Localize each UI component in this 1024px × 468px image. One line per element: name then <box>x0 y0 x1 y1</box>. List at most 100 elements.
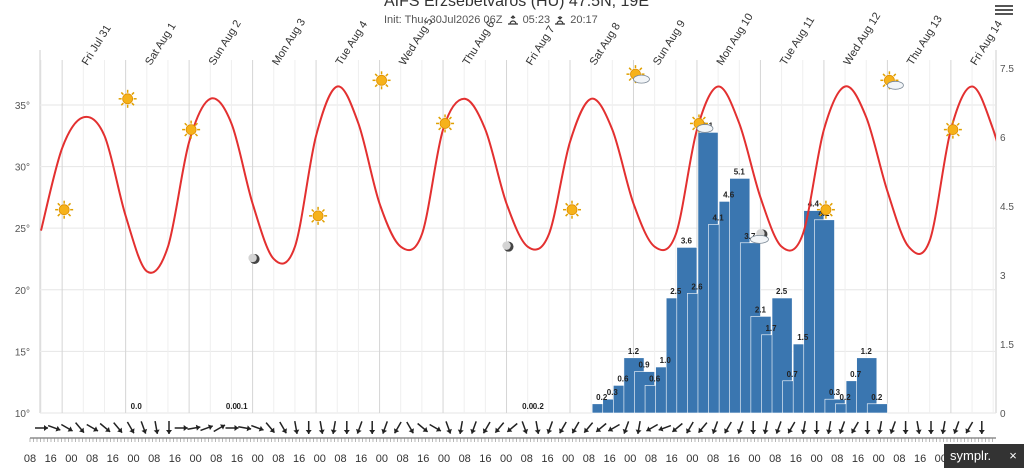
x-tick-label: 16 <box>479 453 491 465</box>
sun-ray <box>692 116 696 120</box>
wind-arrow <box>417 422 429 433</box>
wind-arrow <box>838 421 846 434</box>
x-tick-label: 08 <box>707 453 719 465</box>
wind-head <box>915 429 922 434</box>
precip-label: 0.9 <box>638 361 650 370</box>
wind-arrow <box>686 421 694 434</box>
sun-ray <box>945 122 950 126</box>
wind-head <box>318 429 325 434</box>
day-label: Sat Aug 1 <box>143 21 178 68</box>
precip-label: 0.3 <box>829 388 841 397</box>
x-tick-label: 16 <box>107 453 119 465</box>
wind-head <box>534 429 541 434</box>
wind-arrow <box>174 425 188 431</box>
wind-arrow <box>775 421 782 434</box>
sun-ray <box>385 73 389 77</box>
sun-ray <box>945 133 950 137</box>
wind-head <box>166 430 172 434</box>
sun-weather-icon <box>563 200 581 219</box>
wind-arrow <box>213 424 226 433</box>
sunrise-time: 05:23 <box>522 14 551 26</box>
precip-label: 1.5 <box>797 333 809 342</box>
cloud-shape <box>887 80 904 90</box>
wind-arrow <box>635 420 642 435</box>
wind-head <box>813 430 820 434</box>
sun-ray <box>194 133 199 137</box>
sun-disc <box>439 118 451 129</box>
wind-arrow <box>251 424 264 432</box>
wind-head <box>105 426 111 432</box>
precip-label: 2.6 <box>691 282 703 291</box>
sunset-time: 20:17 <box>570 14 598 26</box>
wind-arrow <box>369 421 376 434</box>
wind-arrow <box>724 421 732 434</box>
wind-head <box>305 430 312 434</box>
wind-head <box>826 429 833 434</box>
precip-label: 5.1 <box>734 167 746 176</box>
wind-arrow <box>381 421 388 434</box>
close-icon[interactable]: × <box>1009 448 1017 463</box>
sun-ray <box>565 213 569 217</box>
precip-label: 2.1 <box>755 305 767 314</box>
precip-label: 1.2 <box>628 347 640 356</box>
x-tick-label: 00 <box>438 453 450 465</box>
wind-arrow <box>482 421 491 434</box>
wind-arrow <box>355 421 363 434</box>
precip-label: 0.0 <box>522 402 534 411</box>
wind-head <box>369 430 376 434</box>
x-tick-label: 08 <box>459 453 471 465</box>
wind-arrow <box>330 420 337 435</box>
wind-head <box>381 428 388 434</box>
left-tick-label: 15° <box>15 347 30 358</box>
sun-ray <box>438 116 442 120</box>
wind-head <box>482 428 489 434</box>
sun-ray <box>67 202 72 206</box>
wind-arrow <box>494 422 505 434</box>
wind-head <box>584 427 590 433</box>
wind-head <box>952 428 959 434</box>
symplr-badge[interactable]: symplr. × <box>944 444 1024 468</box>
sun-ray <box>882 73 886 77</box>
wind-arrows <box>29 420 996 442</box>
wind-arrow <box>787 421 796 434</box>
x-tick-label: 00 <box>65 453 77 465</box>
wind-head <box>129 428 135 434</box>
precip-label: 0.1 <box>236 402 248 411</box>
wind-head <box>635 429 642 434</box>
x-tick-label: 00 <box>562 453 574 465</box>
precip-label: 3.7 <box>744 232 756 241</box>
brand-label: symplr. <box>950 448 992 463</box>
wind-arrow <box>457 420 464 435</box>
wind-head <box>522 428 529 434</box>
wind-head <box>93 426 98 432</box>
left-axis: 35° 30° 25° 20° 15° 10° <box>15 101 30 420</box>
wind-arrow <box>658 424 672 432</box>
wind-arrow <box>607 423 620 432</box>
wind-head <box>220 424 225 430</box>
wind-arrow <box>978 421 985 434</box>
day-label: Thu Aug 13 <box>905 14 945 68</box>
x-tick-label: 00 <box>314 453 326 465</box>
wind-arrow <box>851 421 859 434</box>
sun-ray <box>438 127 442 131</box>
sun-ray <box>57 202 61 206</box>
precip-label: 1.0 <box>660 356 672 365</box>
precip-label: 3.6 <box>681 236 693 245</box>
precip-label: 0.2 <box>596 393 608 402</box>
x-tick-label: 16 <box>728 453 740 465</box>
wind-arrow <box>800 420 807 435</box>
menu-icon[interactable] <box>995 3 1013 19</box>
wind-arrow <box>952 421 960 434</box>
wind-arrow <box>429 423 442 432</box>
wind-arrow <box>99 422 111 433</box>
sun-ray <box>882 84 886 88</box>
precip-label: 0.6 <box>617 374 629 383</box>
chart-title: AIFS Erzsébetváros (HU) 47.5N, 19E <box>384 0 649 10</box>
x-tick-label: 08 <box>831 453 843 465</box>
wind-head <box>864 430 871 434</box>
wind-arrow <box>126 421 135 434</box>
day-label: Wed Aug 12 <box>841 11 883 68</box>
moon-light <box>248 253 257 263</box>
x-tick-label: 00 <box>189 453 201 465</box>
wind-head <box>246 425 252 432</box>
